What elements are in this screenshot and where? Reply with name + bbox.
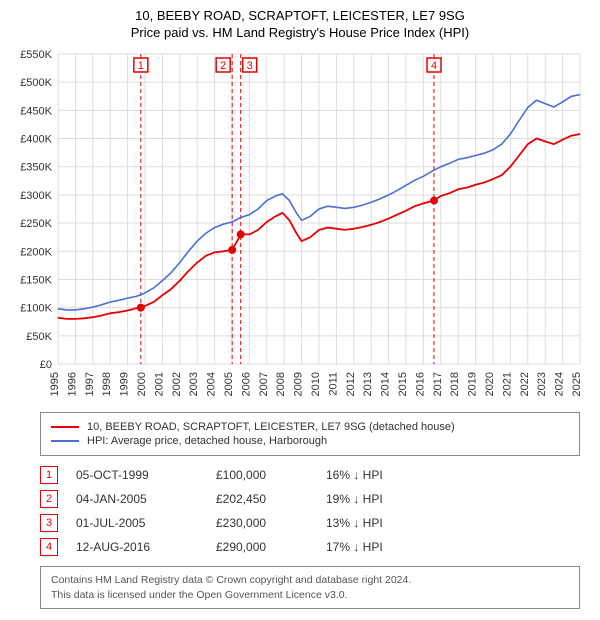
- svg-text:£450K: £450K: [20, 105, 52, 117]
- sale-vs-hpi: 17% ↓ HPI: [326, 540, 456, 554]
- svg-text:2021: 2021: [501, 372, 513, 396]
- legend-item: HPI: Average price, detached house, Harb…: [51, 435, 569, 447]
- svg-text:£200K: £200K: [20, 246, 52, 258]
- svg-text:2008: 2008: [275, 372, 287, 396]
- svg-text:2006: 2006: [240, 372, 252, 396]
- svg-text:2007: 2007: [258, 372, 270, 396]
- legend: 10, BEEBY ROAD, SCRAPTOFT, LEICESTER, LE…: [40, 412, 580, 456]
- svg-text:2010: 2010: [310, 372, 322, 396]
- sales-row: 3 01-JUL-2005£230,00013% ↓ HPI: [40, 514, 580, 532]
- marker-id-box: 4: [40, 538, 58, 556]
- legend-swatch: [51, 426, 79, 428]
- svg-text:2019: 2019: [467, 372, 479, 396]
- sales-row: 4 12-AUG-2016£290,00017% ↓ HPI: [40, 538, 580, 556]
- svg-text:3: 3: [247, 60, 253, 72]
- sale-date: 12-AUG-2016: [76, 540, 216, 554]
- svg-text:£250K: £250K: [20, 218, 52, 230]
- svg-text:£100K: £100K: [20, 303, 52, 315]
- svg-text:2020: 2020: [484, 372, 496, 396]
- legend-item: 10, BEEBY ROAD, SCRAPTOFT, LEICESTER, LE…: [51, 421, 569, 433]
- title-line-2: Price paid vs. HM Land Registry's House …: [0, 25, 600, 40]
- svg-text:2025: 2025: [571, 372, 583, 396]
- svg-text:£400K: £400K: [20, 134, 52, 146]
- svg-text:1: 1: [138, 60, 144, 72]
- svg-text:4: 4: [431, 60, 437, 72]
- sales-table: 1 05-OCT-1999£100,00016% ↓ HPI 2 04-JAN-200…: [40, 466, 580, 556]
- svg-text:£50K: £50K: [26, 331, 52, 343]
- sale-price: £202,450: [216, 492, 326, 506]
- svg-text:2013: 2013: [362, 372, 374, 396]
- legend-swatch: [51, 440, 79, 442]
- svg-text:1995: 1995: [49, 372, 61, 396]
- title-block: 10, BEEBY ROAD, SCRAPTOFT, LEICESTER, LE…: [0, 0, 600, 44]
- svg-text:£300K: £300K: [20, 190, 52, 202]
- chart-svg: £0 £50K £100K £150K £200K £250K £300K £350K £400…: [10, 44, 590, 404]
- sale-vs-hpi: 19% ↓ HPI: [326, 492, 456, 506]
- svg-text:2014: 2014: [380, 372, 392, 396]
- sales-row: 2 04-JAN-2005£202,45019% ↓ HPI: [40, 490, 580, 508]
- title-line-1: 10, BEEBY ROAD, SCRAPTOFT, LEICESTER, LE…: [0, 8, 600, 23]
- svg-text:2022: 2022: [519, 372, 531, 396]
- svg-text:2016: 2016: [414, 372, 426, 396]
- svg-text:1997: 1997: [84, 372, 96, 396]
- sale-date: 04-JAN-2005: [76, 492, 216, 506]
- svg-text:2: 2: [220, 60, 226, 72]
- svg-text:£150K: £150K: [20, 274, 52, 286]
- svg-text:2018: 2018: [449, 372, 461, 396]
- footer: Contains HM Land Registry data © Crown c…: [40, 566, 580, 609]
- svg-text:2009: 2009: [293, 372, 305, 396]
- marker-id-box: 3: [40, 514, 58, 532]
- sale-price: £230,000: [216, 516, 326, 530]
- sale-date: 05-OCT-1999: [76, 468, 216, 482]
- svg-text:2017: 2017: [432, 372, 444, 396]
- sales-row: 1 05-OCT-1999£100,00016% ↓ HPI: [40, 466, 580, 484]
- svg-text:2005: 2005: [223, 372, 235, 396]
- legend-label: HPI: Average price, detached house, Harb…: [87, 435, 327, 447]
- svg-text:2002: 2002: [171, 372, 183, 396]
- svg-text:2024: 2024: [554, 372, 566, 396]
- marker-id-box: 1: [40, 466, 58, 484]
- svg-text:£0: £0: [40, 359, 52, 371]
- svg-text:2023: 2023: [536, 372, 548, 396]
- legend-label: 10, BEEBY ROAD, SCRAPTOFT, LEICESTER, LE…: [87, 421, 455, 433]
- sale-price: £100,000: [216, 468, 326, 482]
- sale-vs-hpi: 16% ↓ HPI: [326, 468, 456, 482]
- marker-id-box: 2: [40, 490, 58, 508]
- sale-date: 01-JUL-2005: [76, 516, 216, 530]
- svg-text:2004: 2004: [206, 372, 218, 396]
- svg-text:£350K: £350K: [20, 162, 52, 174]
- svg-text:2000: 2000: [136, 372, 148, 396]
- svg-text:1996: 1996: [66, 372, 78, 396]
- svg-text:1999: 1999: [119, 372, 131, 396]
- svg-text:2015: 2015: [397, 372, 409, 396]
- svg-text:2001: 2001: [153, 372, 165, 396]
- chart: £0 £50K £100K £150K £200K £250K £300K £350K £400…: [10, 44, 590, 404]
- sale-price: £290,000: [216, 540, 326, 554]
- sale-vs-hpi: 13% ↓ HPI: [326, 516, 456, 530]
- svg-text:2011: 2011: [327, 372, 339, 396]
- svg-text:1998: 1998: [101, 372, 113, 396]
- svg-text:£500K: £500K: [20, 77, 52, 89]
- svg-text:2012: 2012: [345, 372, 357, 396]
- footer-line-1: Contains HM Land Registry data © Crown c…: [51, 573, 569, 588]
- container: 10, BEEBY ROAD, SCRAPTOFT, LEICESTER, LE…: [0, 0, 600, 609]
- svg-text:2003: 2003: [188, 372, 200, 396]
- footer-line-2: This data is licensed under the Open Gov…: [51, 588, 569, 603]
- svg-text:£550K: £550K: [20, 49, 52, 61]
